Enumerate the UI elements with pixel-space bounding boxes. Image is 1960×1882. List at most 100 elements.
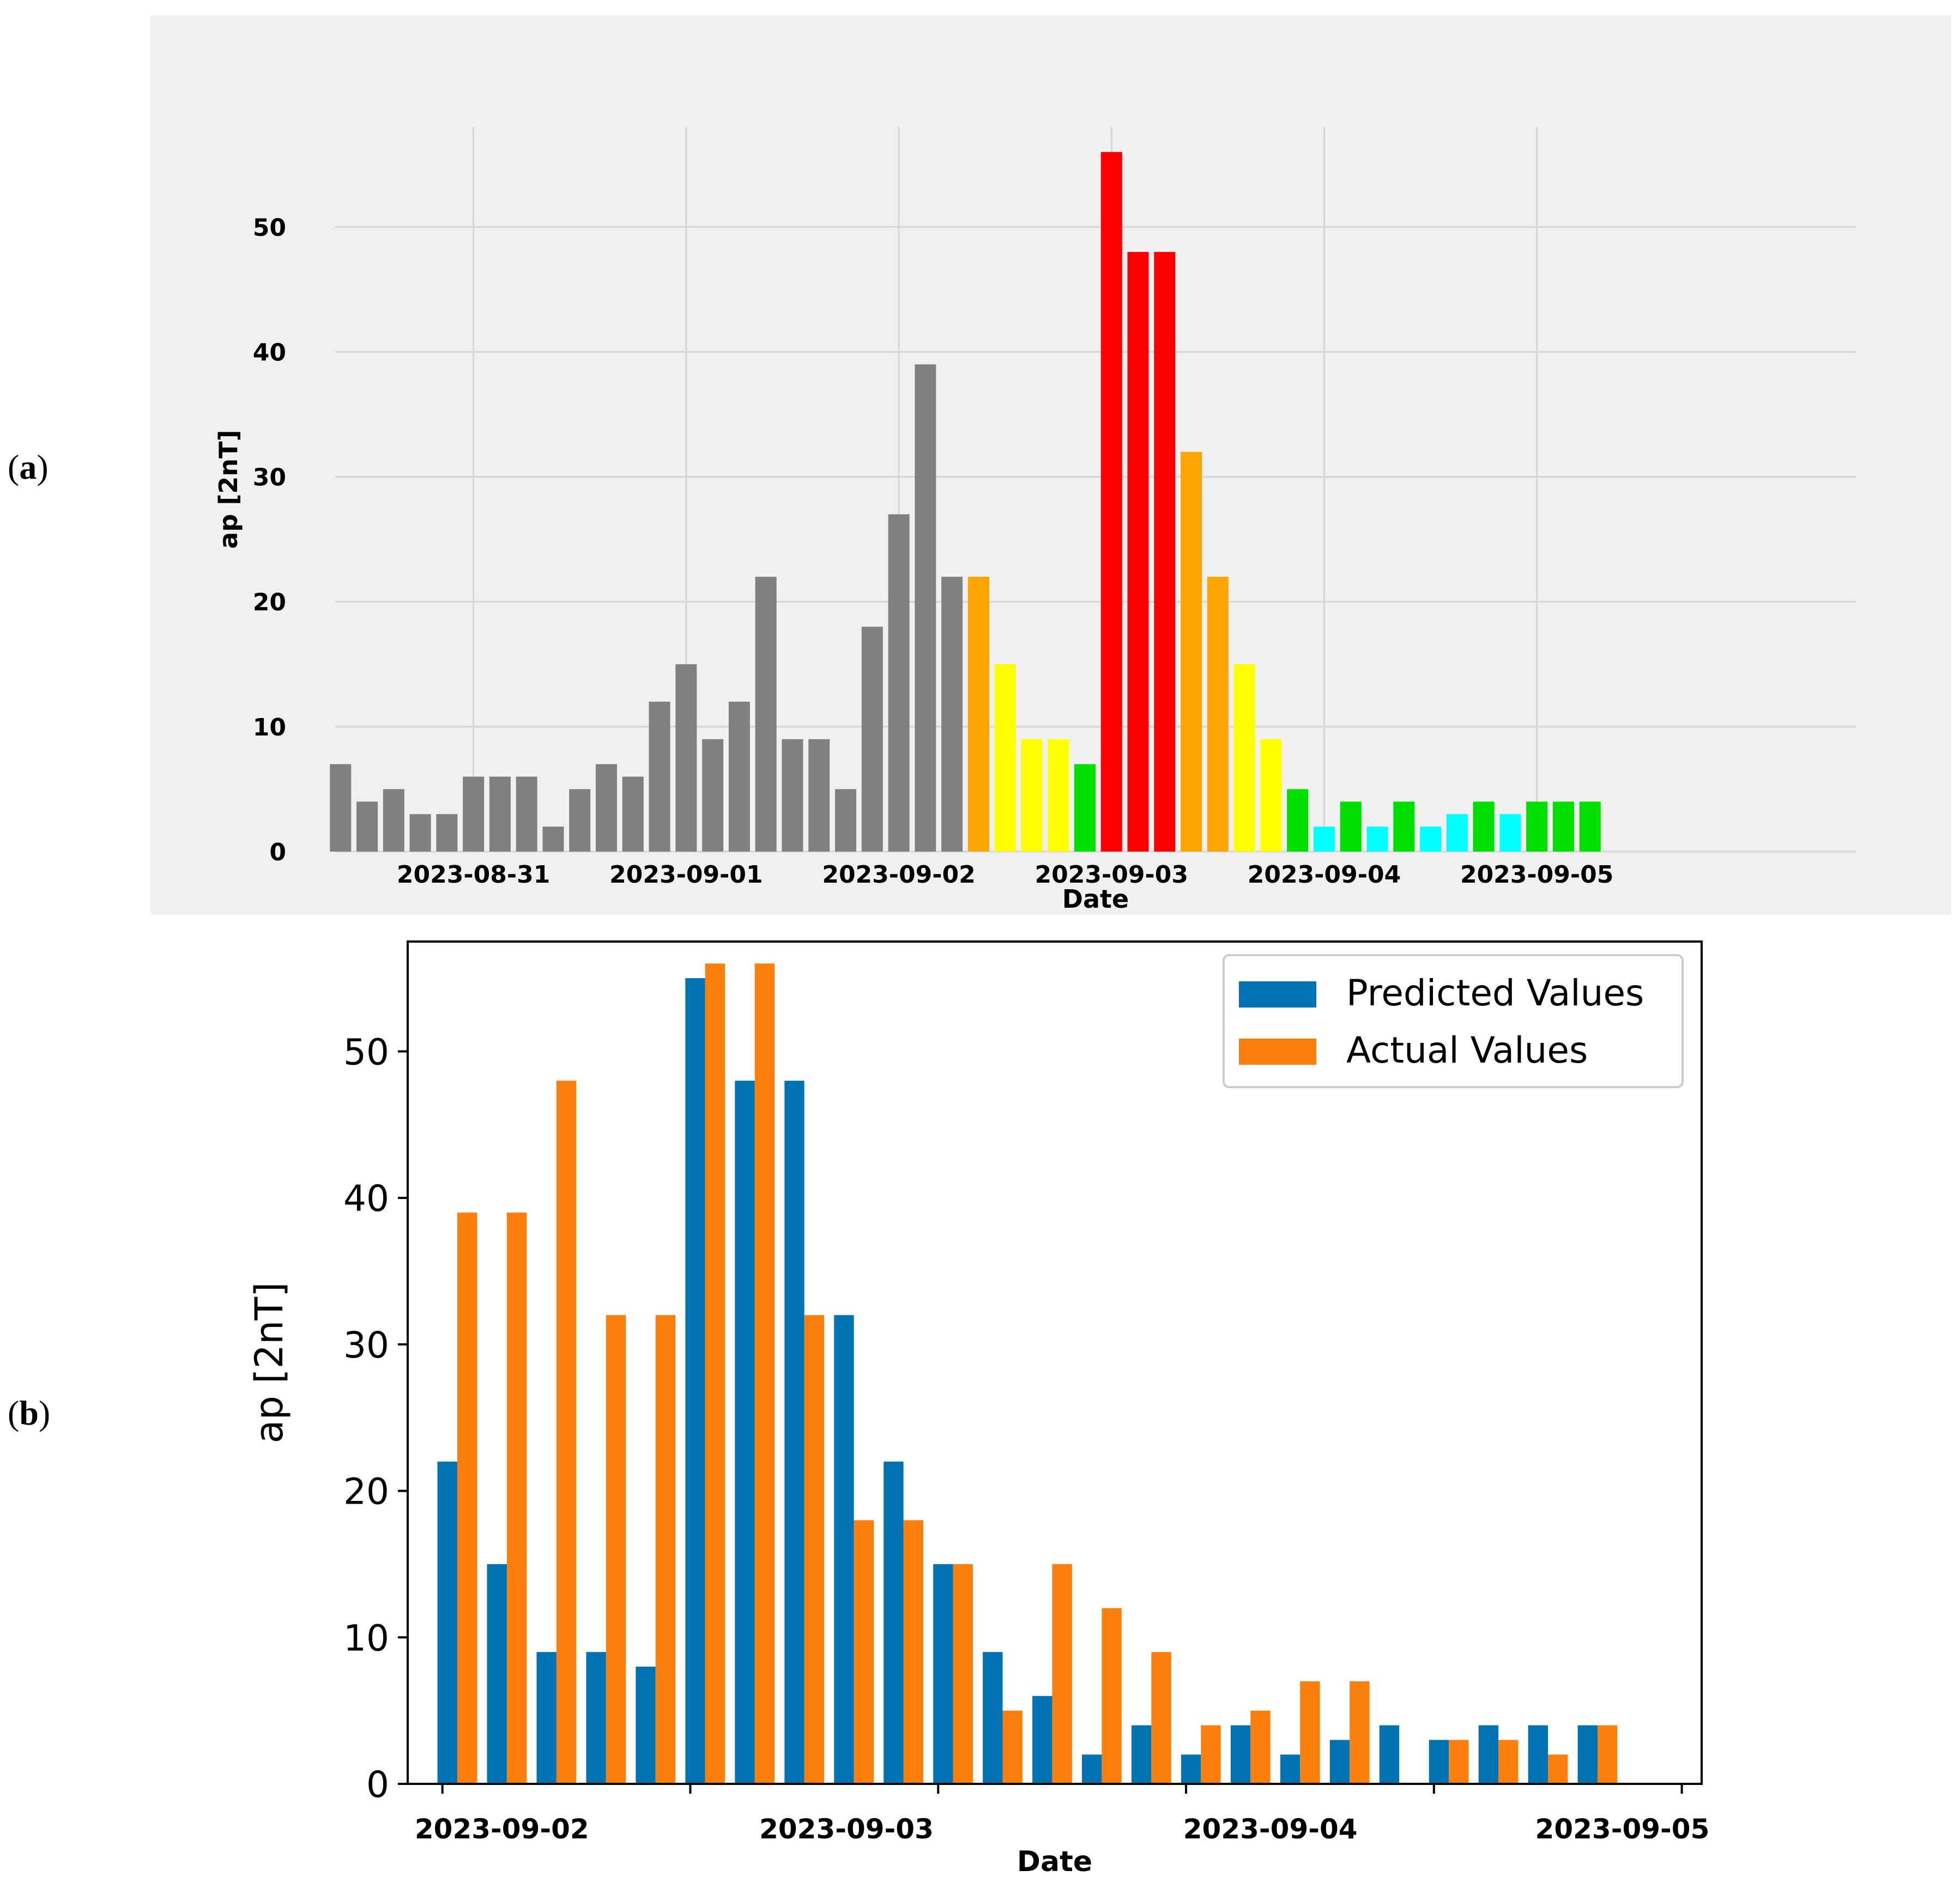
chart-a-bar (1233, 664, 1255, 852)
chart-b-bar-predicted (536, 1652, 556, 1784)
chart-b-xtick-label: 2023-09-03 (759, 1813, 934, 1845)
chart-b-bar-predicted (884, 1461, 904, 1784)
chart-a-bar (1340, 801, 1362, 852)
chart-b-bar-actual (1151, 1652, 1171, 1784)
panel-label-a-open: ( (8, 448, 20, 486)
chart-a-ytick-label: 40 (253, 339, 286, 366)
chart-b-bar-predicted (1577, 1725, 1598, 1784)
chart-b-bar-actual (854, 1520, 874, 1784)
chart-a-bar (1287, 789, 1309, 852)
chart-a-xtick-label: 2023-08-31 (397, 861, 550, 889)
chart-a-bar (569, 789, 591, 852)
chart-b-bar-actual (1102, 1608, 1122, 1784)
chart-a-bar (1393, 801, 1415, 852)
chart-a-bar (356, 801, 378, 852)
chart-a-bar (675, 664, 697, 852)
chart-a-ytick-label: 30 (253, 464, 286, 492)
chart-a-bar (1154, 252, 1176, 852)
chart-b-xlabel: Date (1017, 1845, 1092, 1878)
chart-b-bar-predicted (586, 1652, 606, 1784)
chart-a-bar (1420, 827, 1442, 852)
chart-b-ytick-label: 50 (343, 1032, 389, 1073)
chart-a-bar (622, 776, 644, 852)
chart-a-ytick-label: 50 (253, 214, 286, 242)
panel-label-b: (b) (8, 1393, 50, 1433)
chart-b-bar-actual (1449, 1740, 1469, 1784)
chart-a-bar (1260, 739, 1282, 852)
chart-b-bar-predicted (437, 1461, 457, 1784)
chart-b-bar-predicted (1032, 1696, 1052, 1784)
chart-b-bar-predicted (636, 1667, 656, 1784)
chart-b-bar-actual (556, 1081, 577, 1784)
chart-a-bar (728, 702, 750, 852)
chart-b-bar-predicted (1131, 1725, 1152, 1784)
chart-a-xtick-label: 2023-09-03 (1035, 861, 1188, 889)
chart-a-bar (1074, 764, 1096, 852)
chart-b-ylabel: ap [2nT] (247, 1282, 292, 1444)
chart-a-bar (409, 814, 431, 852)
chart-b-bar-predicted (784, 1081, 804, 1784)
chart-a-bar (994, 664, 1016, 852)
chart-b-bar-predicted (735, 1081, 755, 1784)
chart-a-bar (834, 789, 857, 852)
chart-a-bar (1526, 801, 1548, 852)
chart-b-bar-actual (1201, 1725, 1221, 1784)
chart-a-bar (1100, 152, 1122, 852)
chart-a-bar (861, 626, 883, 852)
chart-b-bar-actual (953, 1564, 973, 1784)
panel-label-b-open: ( (8, 1394, 20, 1432)
chart-b-legend-swatch-predicted (1239, 981, 1316, 1008)
chart-b-bar-predicted (933, 1564, 953, 1784)
chart-a-bar (383, 789, 404, 852)
chart-a-bar (1181, 451, 1202, 852)
chart-a-bar (1552, 801, 1574, 852)
chart-b-bar-actual (705, 963, 725, 1784)
panel-label-a-close: ) (37, 448, 49, 486)
chart-b-bar-actual (655, 1315, 676, 1784)
chart-b-bar-actual (1052, 1564, 1072, 1784)
chart-a-bar (1366, 827, 1388, 852)
chart-a-bar (649, 702, 670, 852)
chart-b-ytick-label: 30 (343, 1324, 389, 1366)
panel-label-a: (a) (8, 447, 49, 487)
chart-a-bar (463, 776, 485, 852)
chart-b-frame (407, 940, 1703, 1785)
chart-a-bar (330, 764, 352, 852)
chart-b-bar-predicted (1230, 1725, 1251, 1784)
chart-b-bar-actual (1250, 1710, 1271, 1784)
chart-b-bar-actual (754, 963, 775, 1784)
chart-a-bar (1579, 801, 1601, 852)
chart-a-bar (915, 364, 936, 852)
chart-a-bar (808, 739, 830, 852)
chart-a-ytick-label: 10 (253, 714, 286, 741)
chart-a-ytick-label: 0 (269, 839, 286, 866)
chart-a-bar (1127, 252, 1149, 852)
chart-a-bar (1048, 739, 1069, 852)
chart-a-bar (1021, 739, 1043, 852)
chart-b-bar-predicted (1280, 1754, 1300, 1784)
panel-label-b-letter: b (19, 1394, 39, 1432)
chart-b-bar-predicted (1528, 1725, 1548, 1784)
chart-a-bar (702, 739, 724, 852)
chart-b-xtick-label: 2023-09-05 (1535, 1813, 1710, 1845)
chart-a-xtick-label: 2023-09-01 (609, 861, 763, 889)
chart-a-bar (516, 776, 537, 852)
chart-b-ytick-label: 40 (343, 1178, 389, 1220)
chart-a: 0 10 20 30 40 50 2023-08-31 2023-09-01 2023-09-0… (150, 15, 1951, 915)
chart-a-bar (436, 814, 458, 852)
chart-a-bar (1207, 576, 1229, 852)
chart-b-bar-actual (1548, 1754, 1568, 1784)
chart-a-xtick-label: 2023-09-05 (1460, 861, 1613, 889)
chart-b-xtick-label: 2023-09-02 (415, 1813, 589, 1845)
chart-b-bar-predicted (834, 1315, 854, 1784)
chart-b-bar-predicted (1181, 1754, 1201, 1784)
chart-b-bar-actual (457, 1213, 477, 1784)
chart-a-bar (1499, 814, 1521, 852)
chart-a-bar (755, 576, 777, 852)
chart-b-xtick-label: 2023-09-04 (1183, 1813, 1358, 1845)
chart-a-ytick-label: 20 (253, 589, 286, 617)
chart-b-bar-predicted (685, 978, 705, 1784)
chart-b-ytick-label: 10 (343, 1617, 389, 1659)
chart-b-bar-predicted (487, 1564, 507, 1784)
